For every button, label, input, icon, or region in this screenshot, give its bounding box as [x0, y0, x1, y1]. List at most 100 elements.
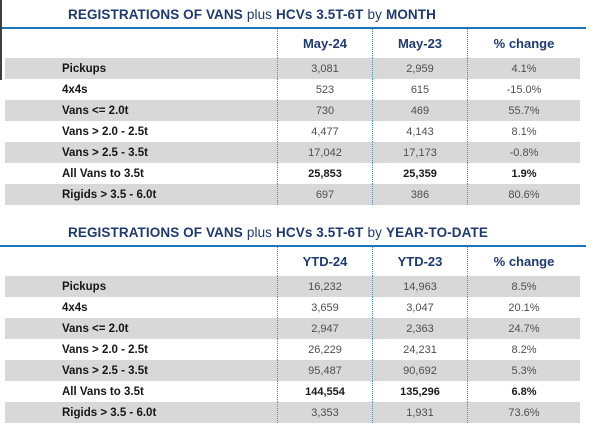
value-may-24: 523: [277, 79, 372, 100]
value-may-23: 4,143: [372, 121, 467, 142]
table-header-row: May-24 May-23 % change: [5, 29, 580, 58]
row-label: Vans <= 2.0t: [62, 322, 129, 335]
table-row-vans-le-2-0t: Vans <= 2.0t 2,947 2,363 24.7%: [5, 318, 580, 339]
page-edge-line: [0, 0, 2, 80]
value-pct-change: 8.2%: [467, 339, 580, 360]
value-ytd-24: 3,659: [277, 297, 372, 318]
value-may-24: 3,081: [277, 58, 372, 79]
title-underline-rule: [0, 245, 586, 247]
header-spacer: [5, 29, 277, 58]
value-may-24: 697: [277, 184, 372, 205]
column-header-pct-change: % change: [467, 29, 580, 58]
value-pct-change: 4.1%: [467, 58, 580, 79]
monthly-table-title: REGISTRATIONS OF VANS plus HCVs 3.5T-6T by M…: [0, 0, 600, 23]
title-segment: plus: [246, 225, 273, 240]
row-label: All Vans to 3.5t: [62, 385, 144, 398]
row-label: Pickups: [62, 280, 107, 293]
value-ytd-23: 14,963: [372, 276, 467, 297]
value-pct-change: -15.0%: [467, 79, 580, 100]
title-segment: YEAR-TO-DATE: [385, 225, 488, 240]
column-header-may-24: May-24: [277, 29, 372, 58]
row-label: Vans <= 2.0t: [62, 104, 129, 117]
title-underline-rule: [0, 27, 586, 29]
monthly-registrations-table: May-24 May-23 % change Pickups 3,081 2,9…: [5, 29, 580, 205]
value-ytd-24: 95,487: [277, 360, 372, 381]
table-row-all-vans-total: All Vans to 3.5t 144,554 135,296 6.8%: [5, 381, 580, 402]
column-header-may-23: May-23: [372, 29, 467, 58]
value-may-23: 25,359: [372, 163, 467, 184]
table-row-rigids: Rigids > 3.5 - 6.0t 3,353 1,931 73.6%: [5, 402, 580, 423]
table-row-all-vans-total: All Vans to 3.5t 25,853 25,359 1.9%: [5, 163, 580, 184]
monthly-registrations-section: REGISTRATIONS OF VANS plus HCVs 3.5T-6T by M…: [0, 0, 600, 205]
title-segment: plus: [246, 7, 273, 22]
row-label: Vans > 2.0 - 2.5t: [62, 125, 148, 138]
section-gap: [0, 205, 600, 218]
value-pct-change: 80.6%: [467, 184, 580, 205]
value-pct-change: 55.7%: [467, 100, 580, 121]
row-label: Vans > 2.5 - 3.5t: [62, 364, 148, 377]
value-pct-change: 24.7%: [467, 318, 580, 339]
value-ytd-23: 2,363: [372, 318, 467, 339]
value-may-24: 730: [277, 100, 372, 121]
row-label: Rigids > 3.5 - 6.0t: [62, 188, 157, 201]
value-ytd-24: 26,229: [277, 339, 372, 360]
value-may-24: 4,477: [277, 121, 372, 142]
value-ytd-23: 135,296: [372, 381, 467, 402]
title-segment: HCVs 3.5T-6T: [276, 7, 364, 22]
column-header-ytd-24: YTD-24: [277, 247, 372, 276]
row-label: Vans > 2.0 - 2.5t: [62, 343, 148, 356]
value-pct-change: -0.8%: [467, 142, 580, 163]
ytd-registrations-table: YTD-24 YTD-23 % change Pickups 16,232 14…: [5, 247, 580, 423]
value-may-23: 469: [372, 100, 467, 121]
row-label: Pickups: [62, 62, 107, 75]
value-ytd-23: 90,692: [372, 360, 467, 381]
value-ytd-24: 144,554: [277, 381, 372, 402]
table-row-4x4s: 4x4s 523 615 -15.0%: [5, 79, 580, 100]
value-may-24: 17,042: [277, 142, 372, 163]
table-row-vans-2-0-2-5t: Vans > 2.0 - 2.5t 26,229 24,231 8.2%: [5, 339, 580, 360]
value-ytd-24: 3,353: [277, 402, 372, 423]
column-header-pct-change: % change: [467, 247, 580, 276]
value-ytd-24: 16,232: [277, 276, 372, 297]
title-segment: by: [367, 7, 382, 22]
row-label: 4x4s: [62, 301, 88, 314]
title-segment: by: [367, 225, 382, 240]
ytd-registrations-section: REGISTRATIONS OF VANS plus HCVs 3.5T-6T by Y…: [0, 218, 600, 423]
value-ytd-24: 2,947: [277, 318, 372, 339]
table-row-vans-2-5-3-5t: Vans > 2.5 - 3.5t 17,042 17,173 -0.8%: [5, 142, 580, 163]
value-may-23: 386: [372, 184, 467, 205]
row-label: Rigids > 3.5 - 6.0t: [62, 406, 157, 419]
value-may-23: 17,173: [372, 142, 467, 163]
table-row-pickups: Pickups 3,081 2,959 4.1%: [5, 58, 580, 79]
value-ytd-23: 1,931: [372, 402, 467, 423]
value-pct-change: 8.5%: [467, 276, 580, 297]
value-pct-change: 6.8%: [467, 381, 580, 402]
value-may-23: 2,959: [372, 58, 467, 79]
title-segment: REGISTRATIONS OF VANS: [68, 7, 243, 22]
value-ytd-23: 3,047: [372, 297, 467, 318]
row-label: All Vans to 3.5t: [62, 167, 144, 180]
value-may-23: 615: [372, 79, 467, 100]
value-pct-change: 8.1%: [467, 121, 580, 142]
value-ytd-23: 24,231: [372, 339, 467, 360]
row-label: 4x4s: [62, 83, 88, 96]
value-pct-change: 5.3%: [467, 360, 580, 381]
table-row-4x4s: 4x4s 3,659 3,047 20.1%: [5, 297, 580, 318]
table-row-vans-2-5-3-5t: Vans > 2.5 - 3.5t 95,487 90,692 5.3%: [5, 360, 580, 381]
table-row-vans-le-2-0t: Vans <= 2.0t 730 469 55.7%: [5, 100, 580, 121]
table-row-pickups: Pickups 16,232 14,963 8.5%: [5, 276, 580, 297]
ytd-table-title: REGISTRATIONS OF VANS plus HCVs 3.5T-6T by Y…: [0, 218, 600, 241]
value-pct-change: 73.6%: [467, 402, 580, 423]
column-header-ytd-23: YTD-23: [372, 247, 467, 276]
value-may-24: 25,853: [277, 163, 372, 184]
table-row-vans-2-0-2-5t: Vans > 2.0 - 2.5t 4,477 4,143 8.1%: [5, 121, 580, 142]
value-pct-change: 1.9%: [467, 163, 580, 184]
title-segment: MONTH: [385, 7, 436, 22]
table-row-rigids: Rigids > 3.5 - 6.0t 697 386 80.6%: [5, 184, 580, 205]
value-pct-change: 20.1%: [467, 297, 580, 318]
header-spacer: [5, 247, 277, 276]
row-label: Vans > 2.5 - 3.5t: [62, 146, 148, 159]
title-segment: REGISTRATIONS OF VANS: [68, 225, 243, 240]
table-header-row: YTD-24 YTD-23 % change: [5, 247, 580, 276]
